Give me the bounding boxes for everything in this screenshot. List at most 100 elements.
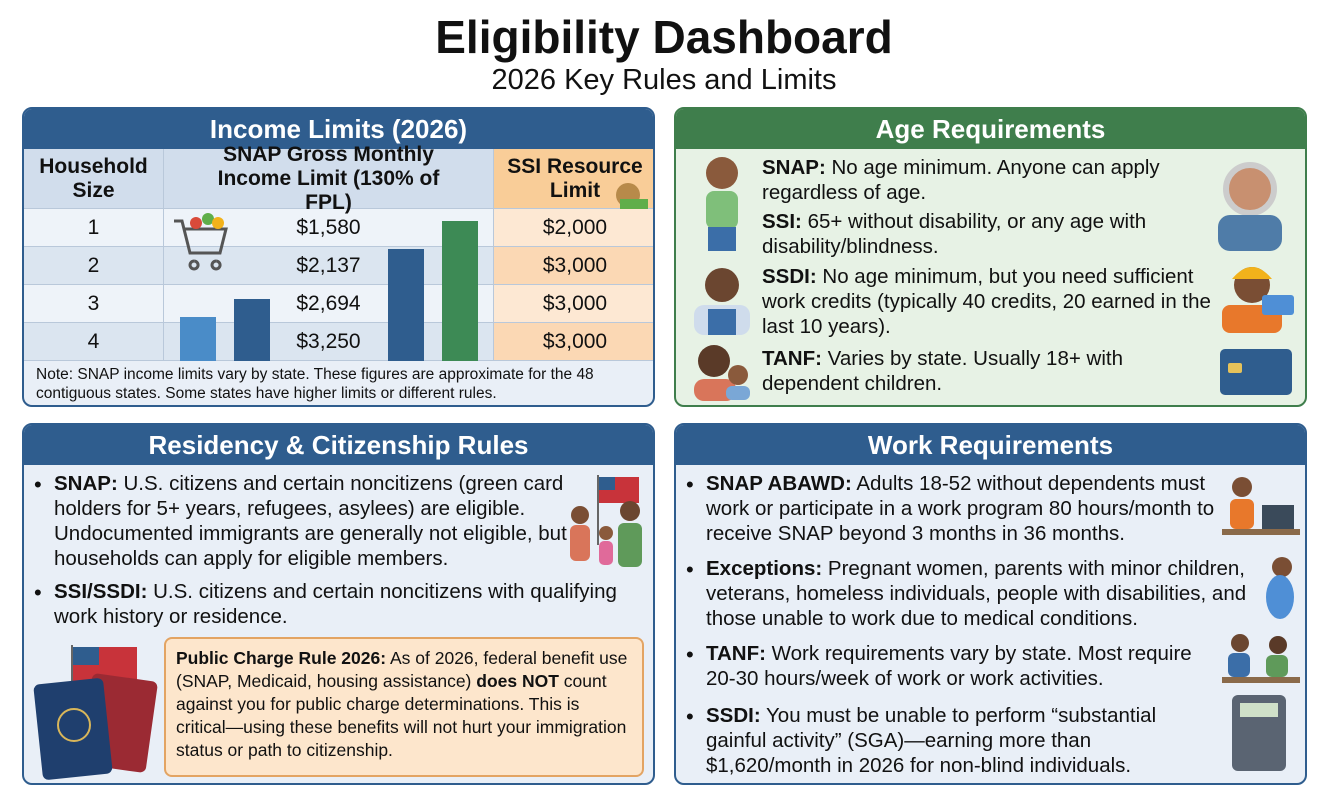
- icon: [1222, 677, 1300, 683]
- cell-text: $1,580: [296, 215, 361, 239]
- note: Note: SNAP income limits vary by state. …: [36, 366, 594, 402]
- cell-text: SSI Resource Limit: [507, 154, 643, 202]
- panel-title: Age Requirements: [676, 109, 1305, 149]
- item-label: SSDI:: [706, 704, 761, 727]
- table-cell: $1,580: [164, 209, 494, 247]
- icon: [1272, 557, 1292, 577]
- icon: [571, 506, 589, 524]
- item-label: SNAP:: [54, 472, 118, 495]
- item-label: TANF:: [706, 642, 766, 665]
- cell-text: 3: [87, 291, 100, 315]
- age-item: SSDI: No age minimum, but you need suffi…: [762, 264, 1222, 339]
- bullet: •: [686, 472, 694, 497]
- age-panel: Age Requirements SNAP: No age minimum. A…: [674, 107, 1307, 407]
- callout-text: count against you for public charge dete…: [176, 671, 627, 760]
- item-label: SSI/SSDI:: [54, 580, 148, 603]
- work-icons: [1222, 477, 1300, 771]
- table-cell: 1: [24, 209, 164, 247]
- work-item: TANF: Work requirements vary by state. M…: [706, 641, 1221, 691]
- item-text: You must be unable to perform “substanti…: [706, 704, 1157, 777]
- income-table: Household Size SNAP Gross Monthly Income …: [24, 143, 653, 363]
- callout-label: Public Charge Rule 2026:: [176, 648, 387, 668]
- bullet: •: [34, 580, 42, 605]
- item-text: Pregnant women, parents with minor child…: [706, 557, 1247, 630]
- table-cell: $3,000: [494, 285, 653, 323]
- icon: [1228, 363, 1242, 373]
- item-label: SNAP ABAWD:: [706, 472, 852, 495]
- bullet: •: [686, 642, 694, 667]
- residency-item: SSI/SSDI: U.S. citizens and certain nonc…: [54, 579, 644, 629]
- table-cell: $3,000: [494, 323, 653, 361]
- icon: [57, 708, 91, 742]
- cell-text: $3,000: [542, 291, 608, 315]
- panel-title: Residency & Citizenship Rules: [24, 425, 653, 465]
- panel-title: Work Requirements: [676, 425, 1305, 465]
- age-item: SNAP: No age minimum. Anyone can apply r…: [762, 155, 1222, 205]
- table-cell: $3,250: [164, 323, 494, 361]
- work-panel: Work Requirements • SNAP ABAWD: Adults 1…: [674, 423, 1307, 785]
- icon: [1228, 653, 1250, 677]
- cell-text: 4: [87, 329, 100, 353]
- callout-emphasis: does NOT: [476, 671, 559, 691]
- icon: [1240, 703, 1278, 717]
- icon: [1222, 529, 1300, 535]
- cell-text: $2,137: [296, 253, 361, 277]
- panel-title: Income Limits (2026): [24, 109, 653, 149]
- callout: Public Charge Rule 2026: As of 2026, fed…: [164, 637, 644, 777]
- icon: [599, 526, 613, 540]
- icon: [726, 386, 750, 400]
- work-item: Exceptions: Pregnant women, parents with…: [706, 556, 1266, 631]
- table-cell: 4: [24, 323, 164, 361]
- cell-text: $2,694: [296, 291, 361, 315]
- cell-text: $3,250: [296, 329, 361, 353]
- icon: [1232, 267, 1272, 279]
- residency-icons: [33, 475, 642, 780]
- icon: [706, 191, 738, 229]
- table-cell: $2,000: [494, 209, 653, 247]
- item-label: Exceptions:: [706, 557, 823, 580]
- icon: [705, 268, 739, 302]
- icon: [1223, 162, 1277, 216]
- icon: [698, 345, 730, 377]
- bullet: •: [686, 704, 694, 729]
- column-header: SSI Resource Limit: [494, 149, 653, 209]
- icon: [599, 477, 615, 490]
- item-label: SSDI:: [762, 265, 817, 288]
- item-text: No age minimum. Anyone can apply regardl…: [762, 156, 1160, 204]
- column-header: SNAP Gross Monthly Income Limit (130% of…: [164, 143, 494, 214]
- icon: [1266, 575, 1294, 619]
- icon: [620, 501, 640, 521]
- item-label: SNAP:: [762, 156, 826, 179]
- cell-text: $3,000: [542, 253, 608, 277]
- cell-text: Household Size: [39, 154, 148, 202]
- income-panel: Income Limits (2026) Household Size SNAP …: [22, 107, 655, 407]
- icon: [1269, 636, 1287, 654]
- cell-text: SNAP Gross Monthly Income Limit (130% of…: [217, 142, 440, 214]
- cell-text: 1: [87, 215, 100, 239]
- cell-text: $2,000: [542, 215, 608, 239]
- icon: [694, 379, 736, 401]
- table-cell: 2: [24, 247, 164, 285]
- work-item: SNAP ABAWD: Adults 18-52 without depende…: [706, 471, 1221, 546]
- age-icons: [694, 157, 1294, 401]
- icon: [73, 647, 99, 665]
- item-label: SSI:: [762, 210, 802, 233]
- item-label: TANF:: [762, 347, 822, 370]
- table-cell: $3,000: [494, 247, 653, 285]
- age-item: TANF: Varies by state. Usually 18+ with …: [762, 346, 1202, 396]
- residency-item: SNAP: U.S. citizens and certain noncitiz…: [54, 471, 614, 571]
- table-cell: $2,694: [164, 285, 494, 323]
- bullet: •: [34, 472, 42, 497]
- item-text: Adults 18-52 without dependents must wor…: [706, 472, 1215, 545]
- age-item: SSI: 65+ without disability, or any age …: [762, 209, 1222, 259]
- icon: [728, 365, 748, 385]
- item-text: U.S. citizens and certain noncitizens (g…: [54, 472, 567, 570]
- icon: [1262, 505, 1294, 529]
- icon: [1218, 215, 1282, 251]
- icon: [618, 523, 642, 567]
- cell-text: $3,000: [542, 329, 608, 353]
- residency-panel: Residency & Citizenship Rules • SNAP: U.…: [22, 423, 655, 785]
- item-text: 65+ without disability, or any age with …: [762, 210, 1147, 258]
- icon: [570, 525, 590, 561]
- column-header: Household Size: [24, 149, 164, 209]
